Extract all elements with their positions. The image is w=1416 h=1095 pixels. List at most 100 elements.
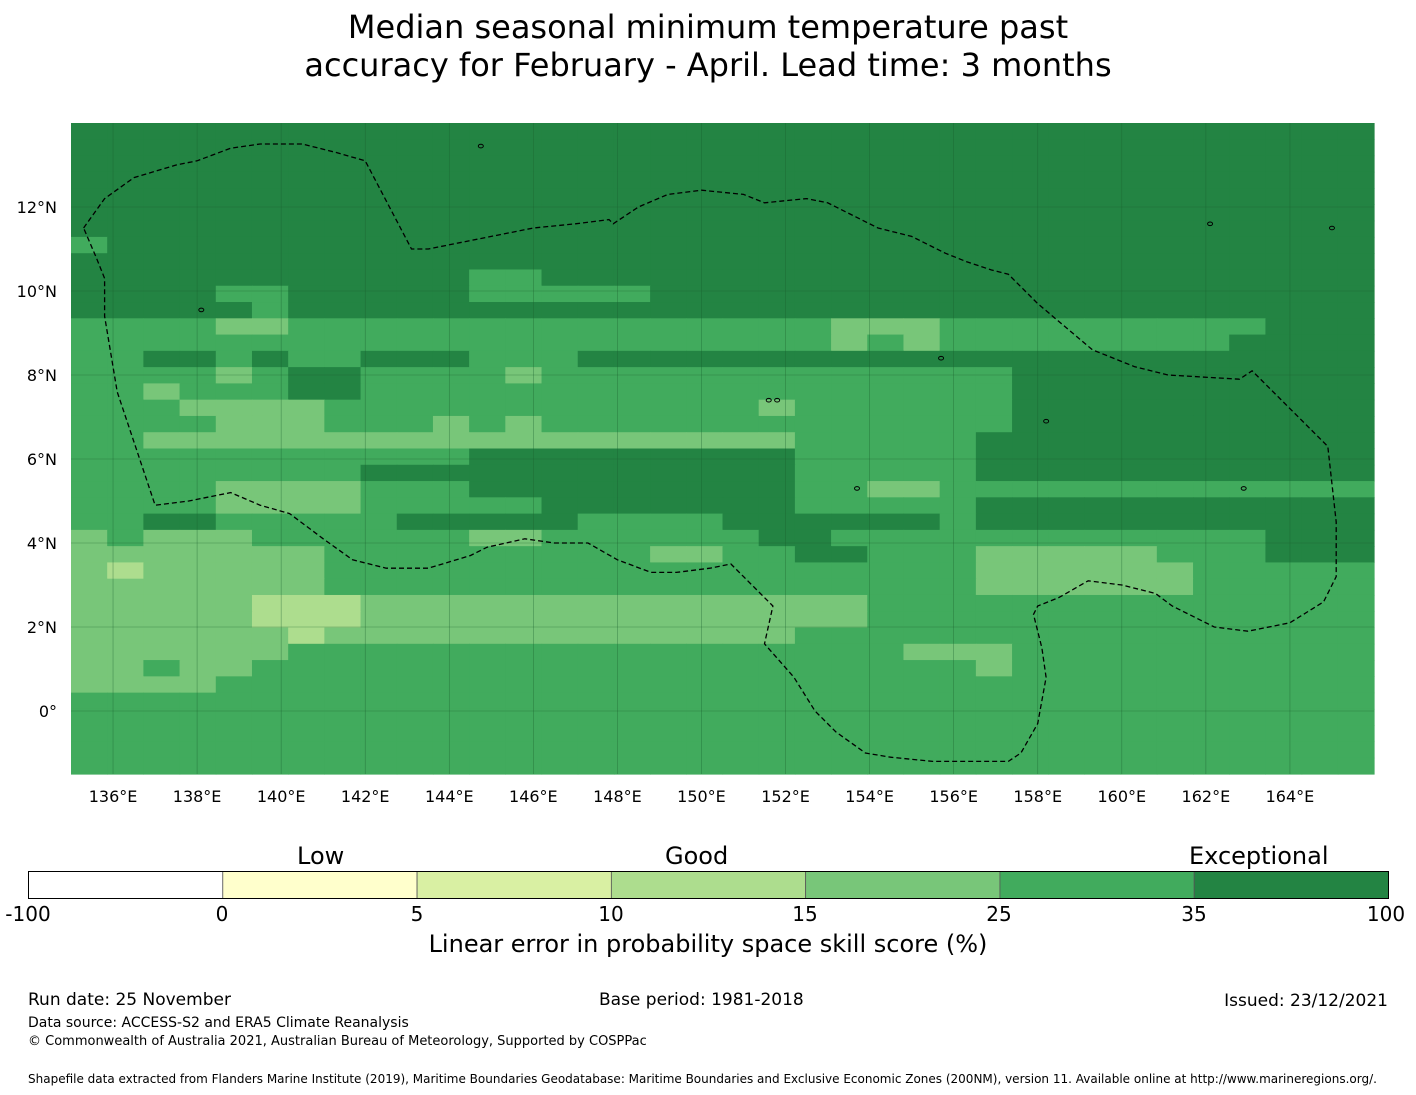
- skill-cell: [613, 302, 651, 319]
- skill-cell: [1120, 334, 1158, 352]
- skill-cell: [1265, 285, 1303, 303]
- skill-cell: [324, 676, 362, 694]
- skill-cell: [179, 334, 217, 352]
- skill-cell: [469, 350, 506, 368]
- skill-cell: [288, 350, 325, 368]
- skill-cell: [1265, 757, 1303, 775]
- skill-cell: [758, 432, 796, 450]
- skill-cell: [1337, 285, 1375, 303]
- skill-cell: [903, 464, 941, 482]
- skill-cell: [1084, 594, 1122, 612]
- skill-cell: [71, 432, 108, 450]
- skill-cell: [650, 660, 687, 677]
- skill-cell: [215, 546, 253, 564]
- skill-cell: [541, 220, 579, 238]
- skill-cell: [794, 204, 832, 222]
- skill-cell: [831, 725, 868, 743]
- skill-cell: [867, 578, 905, 596]
- skill-cell: [107, 725, 144, 743]
- lon-tick-label: 148°E: [593, 787, 642, 806]
- skill-cell: [1084, 155, 1122, 173]
- skill-cell: [1193, 448, 1230, 466]
- skill-cell: [1048, 578, 1086, 596]
- skill-cell: [179, 546, 217, 564]
- skill-cell: [432, 660, 470, 677]
- skill-cell: [1229, 350, 1267, 368]
- skill-cell: [650, 334, 687, 352]
- skill-cell: [686, 513, 724, 531]
- skill-cell: [1012, 757, 1049, 775]
- skill-cell: [432, 220, 470, 238]
- skill-cell: [722, 123, 760, 140]
- skill-cell: [1265, 383, 1303, 401]
- skill-cell: [71, 139, 108, 157]
- skill-cell: [324, 448, 362, 466]
- skill-cell: [650, 627, 687, 645]
- skill-cell: [324, 236, 362, 254]
- skill-cell: [577, 546, 615, 564]
- skill-cell: [107, 188, 144, 205]
- skill-cell: [432, 627, 470, 645]
- lon-tick-label: 164°E: [1266, 787, 1315, 806]
- skill-cell: [143, 253, 181, 271]
- skill-cell: [1120, 318, 1158, 336]
- skill-cell: [831, 676, 868, 694]
- skill-cell: [650, 155, 687, 173]
- skill-cell: [1301, 171, 1339, 189]
- skill-cell: [1265, 318, 1303, 336]
- skill-cell: [324, 171, 362, 189]
- skill-cell: [903, 757, 941, 775]
- skill-cell: [1120, 139, 1158, 157]
- skill-cell: [1337, 155, 1375, 173]
- skill-cell: [251, 725, 289, 743]
- skill-cell: [179, 269, 217, 287]
- skill-cell: [1012, 236, 1049, 254]
- skill-cell: [1084, 269, 1122, 287]
- skill-cell: [577, 383, 615, 401]
- skill-cell: [650, 367, 687, 385]
- skill-cell: [903, 529, 941, 547]
- eez-boundary-line: [83, 143, 1337, 763]
- skill-cell: [975, 513, 1013, 531]
- skill-cell: [1012, 155, 1049, 173]
- skill-cell: [432, 415, 470, 433]
- skill-cell: [794, 448, 832, 466]
- skill-cell: [1012, 367, 1049, 385]
- skill-cell: [360, 123, 398, 140]
- skill-cell: [505, 334, 543, 352]
- skill-cell: [1229, 155, 1267, 173]
- skill-cell: [179, 562, 217, 580]
- skill-cell: [1229, 578, 1267, 596]
- skill-cell: [794, 123, 832, 140]
- skill-cell: [432, 204, 470, 222]
- skill-cell: [758, 171, 796, 189]
- skill-cell: [432, 350, 470, 368]
- skill-cell: [939, 448, 977, 466]
- skill-cell: [324, 594, 362, 612]
- skill-cell: [577, 725, 615, 743]
- skill-cell: [396, 253, 434, 271]
- skill-cell: [1156, 546, 1194, 564]
- skill-cell: [794, 188, 832, 205]
- skill-cell: [831, 497, 868, 515]
- skill-cell: [1048, 660, 1086, 677]
- skill-cell: [794, 415, 832, 433]
- skill-cell: [1229, 188, 1267, 205]
- skill-cell: [1193, 692, 1230, 710]
- skill-cell: [251, 123, 289, 140]
- skill-cell: [1084, 578, 1122, 596]
- skill-cell: [975, 204, 1013, 222]
- issued-date: Issued: 23/12/2021: [1224, 991, 1388, 1011]
- skill-cell: [360, 171, 398, 189]
- skill-cell: [1301, 725, 1339, 743]
- skill-cell: [251, 139, 289, 157]
- skill-cell: [758, 367, 796, 385]
- skill-cell: [469, 627, 506, 645]
- skill-cell: [1120, 155, 1158, 173]
- band-label-low: Low: [297, 842, 345, 870]
- skill-cell: [396, 269, 434, 287]
- skill-cell: [1301, 692, 1339, 710]
- skill-cell: [215, 529, 253, 547]
- skill-cell: [71, 643, 108, 661]
- skill-cell: [1156, 399, 1194, 417]
